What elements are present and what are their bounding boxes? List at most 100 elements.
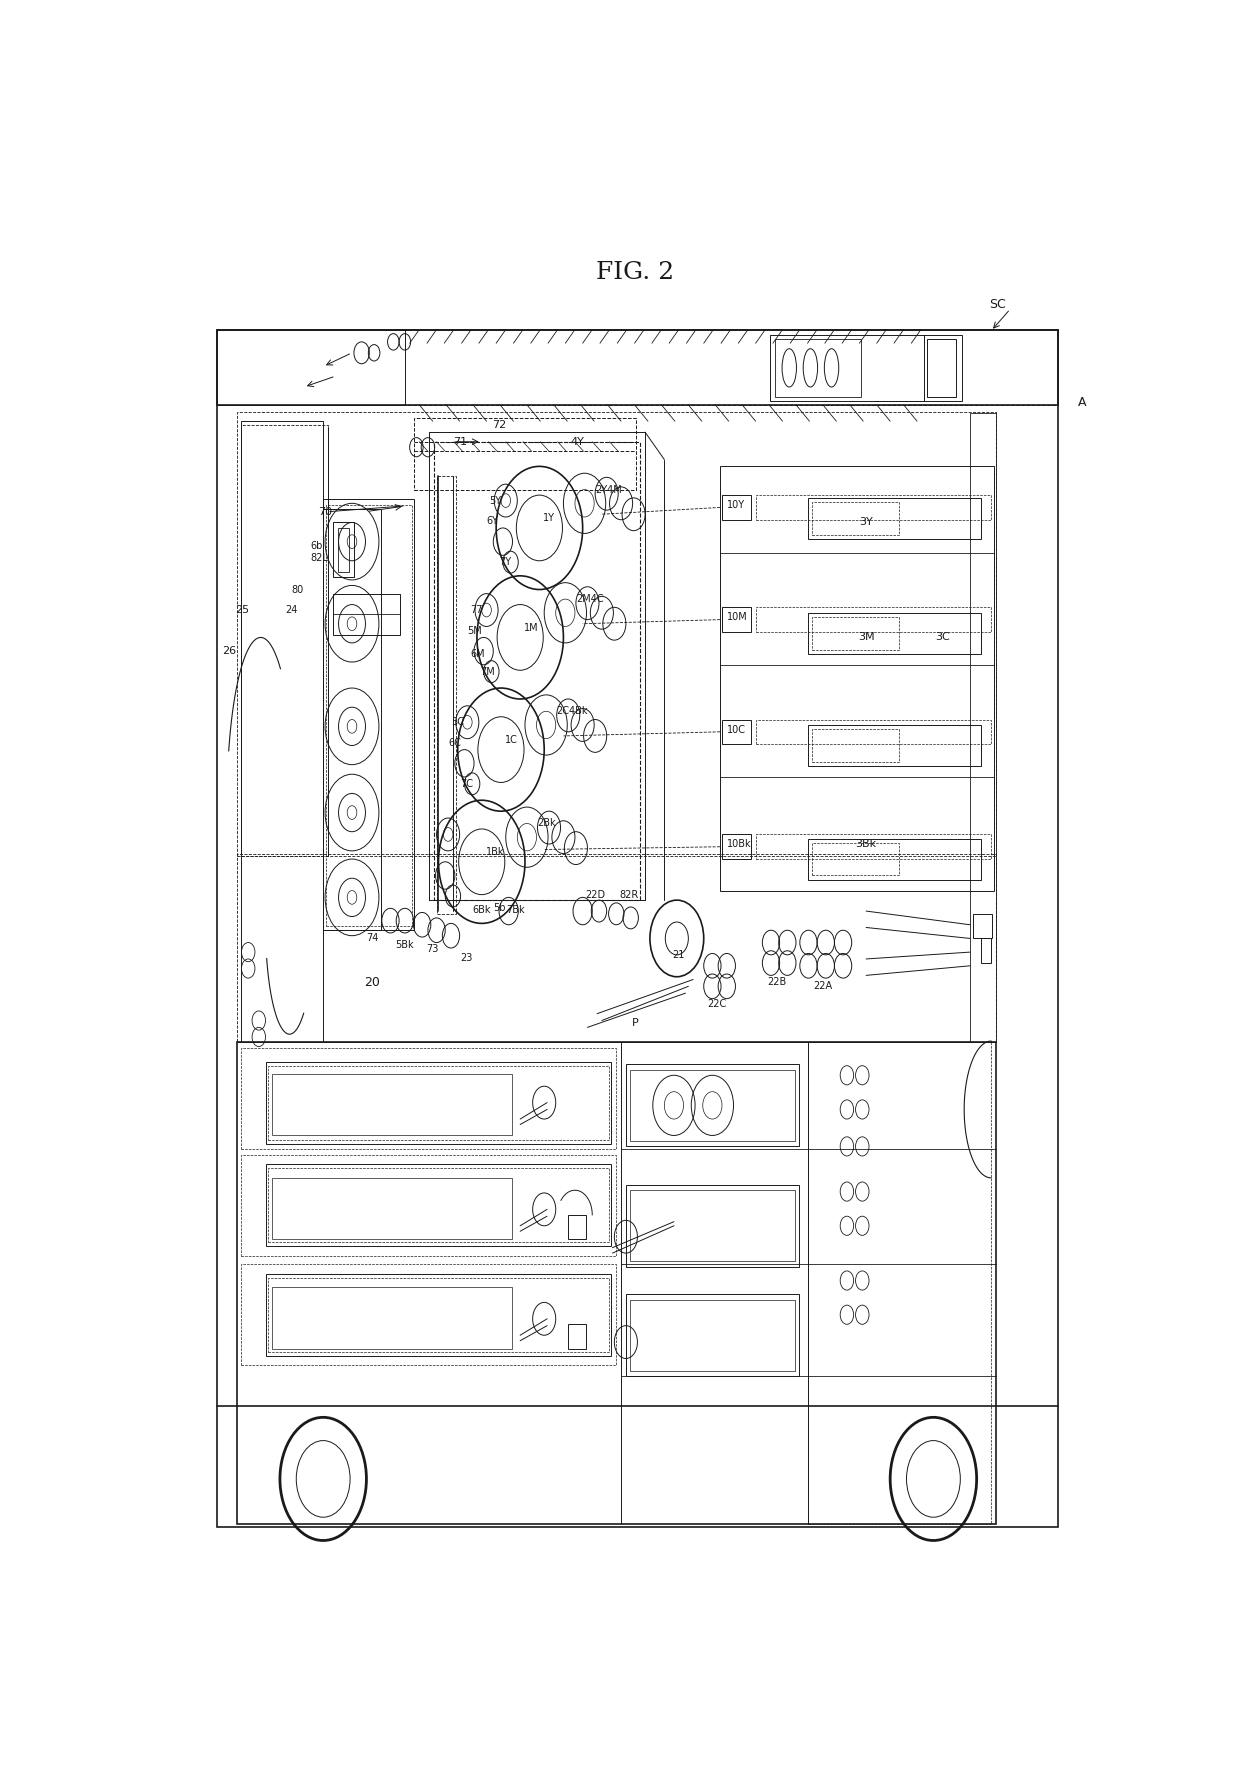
Bar [812, 501, 899, 535]
Text: 2Bk: 2Bk [537, 819, 556, 828]
Text: 10M: 10M [727, 611, 748, 622]
Text: 6b: 6b [311, 540, 324, 551]
Bar [332, 522, 353, 578]
Text: 3Y: 3Y [859, 517, 873, 528]
Text: 3Bk: 3Bk [856, 839, 877, 849]
Bar [265, 1061, 611, 1144]
Bar [237, 853, 996, 1043]
Bar [755, 835, 991, 858]
Bar [242, 1155, 616, 1256]
Bar [326, 505, 412, 926]
Text: 10C: 10C [727, 725, 745, 736]
Bar [720, 466, 994, 890]
Text: 24: 24 [285, 604, 298, 615]
Bar [414, 418, 635, 490]
Bar [808, 725, 982, 766]
Text: 10Bk: 10Bk [727, 839, 751, 849]
Bar [273, 1073, 512, 1136]
Bar [568, 1215, 585, 1240]
Bar [812, 617, 899, 650]
Bar [324, 499, 414, 929]
Text: 5C: 5C [451, 718, 464, 727]
Bar [268, 1167, 609, 1242]
Text: 7M: 7M [480, 666, 495, 677]
Bar [242, 1263, 616, 1365]
Text: 22A: 22A [813, 981, 832, 992]
Text: 7C: 7C [460, 778, 474, 789]
Bar [568, 1324, 585, 1349]
Bar [217, 329, 1058, 1526]
Text: 3C: 3C [936, 633, 950, 643]
Text: 22D: 22D [585, 890, 605, 899]
Bar [770, 336, 962, 400]
Text: P: P [632, 1018, 639, 1029]
Bar [755, 608, 991, 633]
Bar [217, 329, 404, 405]
Bar [337, 528, 350, 572]
Text: 2C4Bk: 2C4Bk [557, 705, 588, 716]
Bar [630, 1070, 795, 1141]
Bar [808, 839, 982, 880]
Text: FIG. 2: FIG. 2 [596, 261, 675, 284]
Text: 1Bk: 1Bk [486, 848, 505, 857]
Text: 1M: 1M [525, 622, 538, 633]
Text: 5M: 5M [467, 626, 482, 636]
Bar [808, 1043, 991, 1525]
Bar [237, 1043, 996, 1525]
Bar [808, 498, 982, 538]
Text: 5Y: 5Y [490, 496, 501, 506]
Text: 3M: 3M [858, 633, 874, 643]
Bar [242, 1048, 616, 1150]
Bar [242, 421, 324, 1043]
Text: 6Bk: 6Bk [472, 904, 491, 915]
Text: 10Y: 10Y [727, 499, 745, 510]
Bar [242, 425, 327, 857]
Bar [755, 720, 991, 745]
Text: 22B: 22B [768, 977, 786, 988]
Text: 73: 73 [427, 944, 439, 954]
Bar [626, 1294, 799, 1375]
Bar [436, 476, 456, 913]
Text: 21: 21 [672, 951, 684, 960]
Text: 25: 25 [236, 604, 249, 615]
Text: A: A [1078, 396, 1086, 409]
Bar [973, 913, 992, 938]
Bar [237, 412, 996, 857]
Bar [970, 412, 996, 1043]
Bar [630, 1191, 795, 1262]
Text: 23: 23 [460, 952, 472, 963]
Bar [755, 496, 991, 519]
Text: 2M4C: 2M4C [575, 594, 604, 604]
Bar [265, 1274, 611, 1356]
Text: 20: 20 [365, 976, 381, 988]
Text: 82R: 82R [619, 890, 639, 899]
Bar [268, 1278, 609, 1352]
Bar [268, 1066, 609, 1139]
Bar [812, 729, 899, 762]
Bar [626, 1185, 799, 1267]
Text: 77: 77 [470, 604, 482, 615]
Bar [722, 608, 751, 633]
Text: 6C: 6C [448, 737, 461, 748]
Text: 7Bk: 7Bk [506, 904, 525, 915]
Text: 72: 72 [492, 421, 506, 430]
Text: 4Y: 4Y [570, 437, 585, 446]
Text: 6Y: 6Y [486, 515, 498, 526]
Text: 74: 74 [367, 933, 378, 944]
Text: 22C: 22C [708, 999, 727, 1009]
Bar [630, 1299, 795, 1370]
Text: 1Y: 1Y [543, 514, 556, 524]
Text: 5b: 5b [494, 903, 506, 913]
Bar [982, 938, 991, 963]
Bar [812, 842, 899, 876]
Bar [722, 496, 751, 519]
Text: 5Bk: 5Bk [396, 940, 414, 951]
Bar [273, 1287, 512, 1349]
Bar [808, 613, 982, 654]
Text: 70: 70 [319, 506, 332, 517]
Bar [626, 1064, 799, 1146]
Bar [217, 329, 1058, 405]
Bar [273, 1178, 512, 1240]
Text: 7Y: 7Y [498, 558, 511, 567]
Bar [926, 339, 956, 396]
